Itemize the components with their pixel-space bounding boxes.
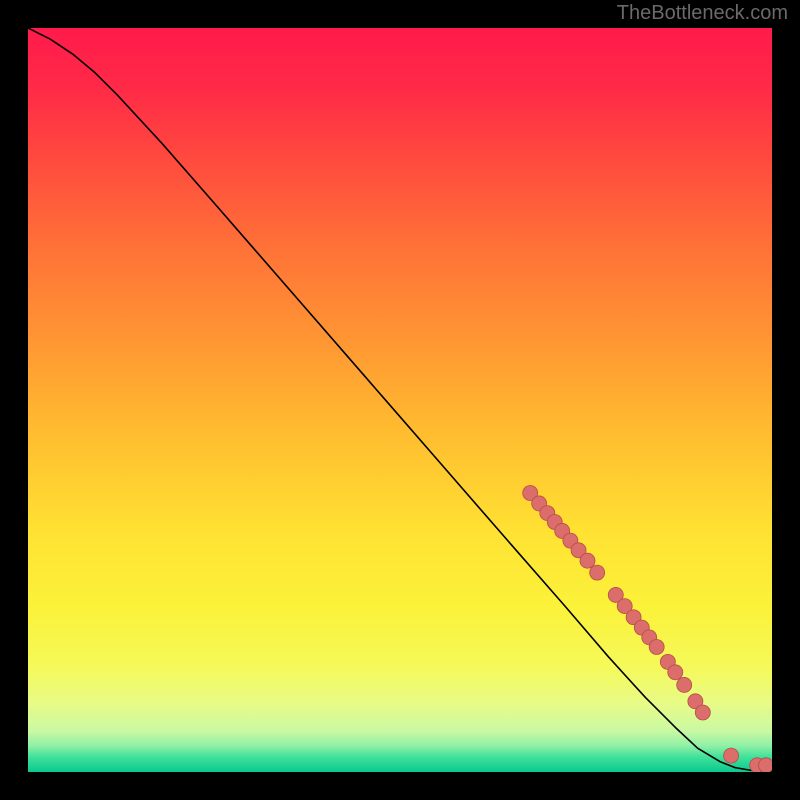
chart-area <box>28 28 772 772</box>
data-marker <box>668 665 683 680</box>
data-marker <box>759 758 772 772</box>
data-marker <box>649 640 664 655</box>
data-marker <box>580 553 595 568</box>
data-marker <box>677 677 692 692</box>
watermark-text: TheBottleneck.com <box>617 2 788 25</box>
bottleneck-chart <box>28 28 772 772</box>
frame: TheBottleneck.com <box>0 0 800 800</box>
data-marker <box>695 705 710 720</box>
data-marker <box>590 565 605 580</box>
data-marker <box>724 748 739 763</box>
